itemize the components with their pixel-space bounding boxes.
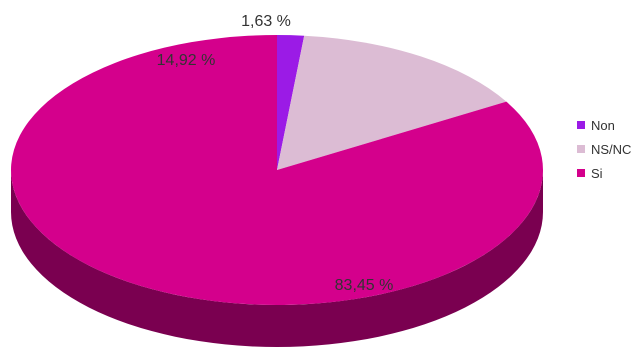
legend-label-nsnc: NS/NC (591, 142, 631, 157)
legend-swatch-nsnc (577, 145, 585, 153)
pie-slice-non (277, 35, 305, 170)
legend: Non NS/NC Si (577, 118, 631, 181)
pie-slice-nsnc (277, 35, 507, 170)
data-label-si: 83,45 % (335, 277, 394, 294)
data-label-nsnc: 14,92 % (157, 52, 216, 69)
legend-label-non: Non (591, 118, 615, 133)
pie-side-layer (11, 170, 543, 347)
pie-top-layer (10, 35, 543, 305)
legend-swatch-non (577, 121, 585, 129)
pie-side-si (11, 170, 543, 347)
legend-swatch-si (577, 169, 585, 177)
legend-label-si: Si (591, 166, 603, 181)
data-label-non: 1,63 % (241, 13, 291, 30)
pie-slice-si (10, 35, 543, 305)
data-label-layer: 1,63 % 14,92 % 83,45 % (157, 13, 394, 294)
